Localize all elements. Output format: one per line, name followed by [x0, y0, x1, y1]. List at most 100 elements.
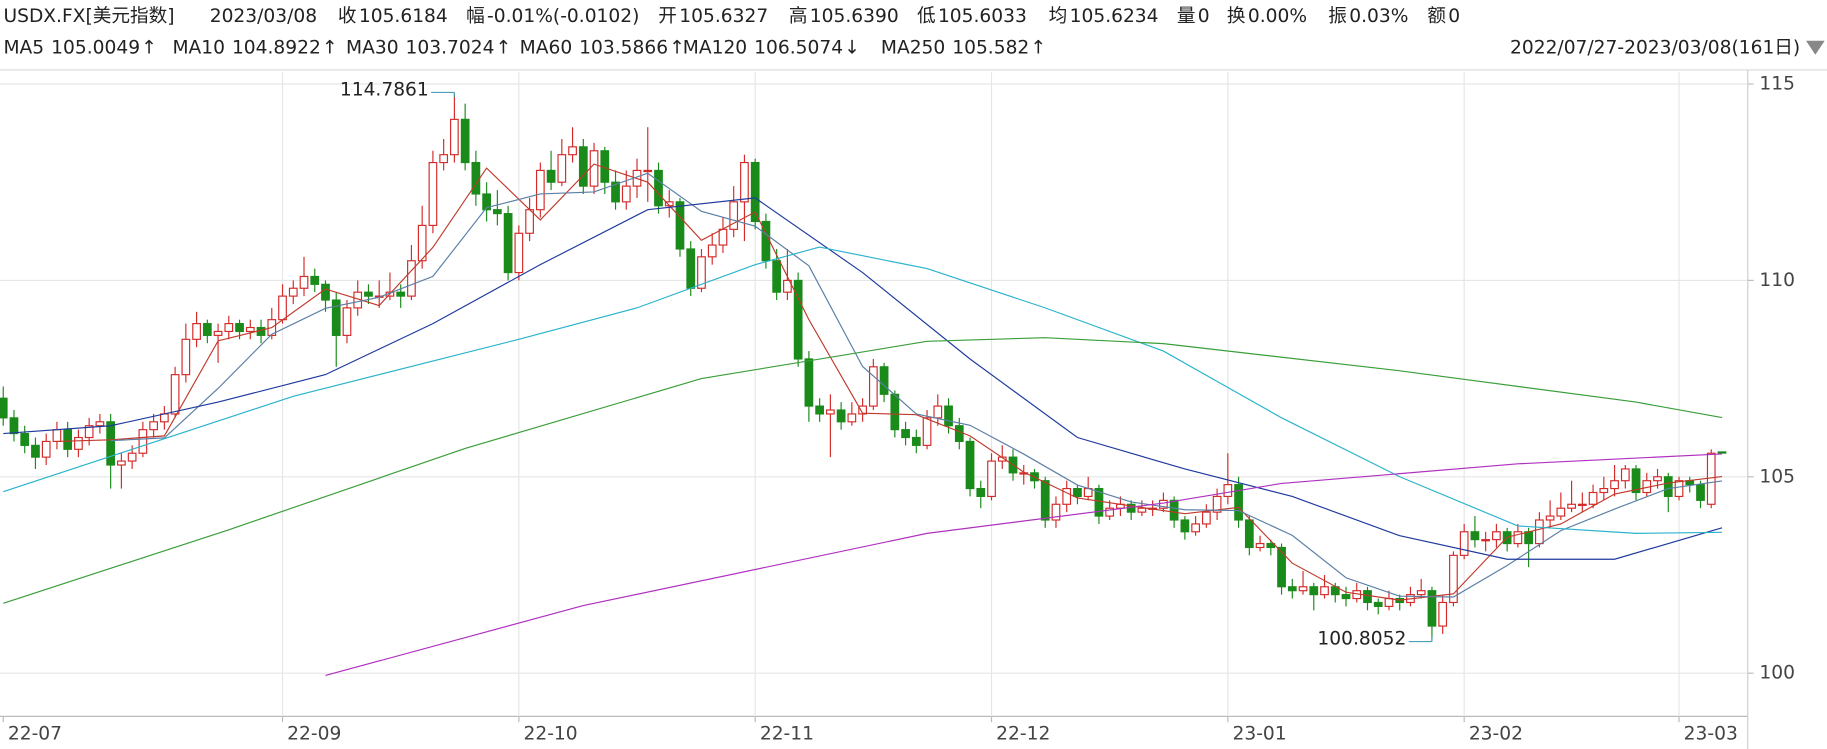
- candle-body: [181, 338, 191, 376]
- candle-body: [1513, 531, 1523, 545]
- candle-body: [858, 405, 867, 415]
- candle-body: [1051, 503, 1061, 521]
- candle-body: [396, 291, 406, 297]
- quote-value: 0.03%: [1349, 6, 1408, 27]
- candle-body: [1094, 487, 1104, 517]
- legend-name: MA10: [172, 37, 225, 58]
- quote-label: 高: [789, 6, 808, 27]
- candle-body: [1567, 503, 1576, 509]
- candle-body: [450, 118, 459, 156]
- candle-body: [428, 161, 438, 226]
- candle-body: [138, 429, 148, 454]
- candle-body: [976, 487, 986, 498]
- candle-body: [1449, 554, 1458, 604]
- candle-body: [299, 275, 309, 289]
- candle-body: [278, 295, 287, 321]
- candle-body: [1438, 601, 1448, 627]
- candle-body: [1298, 586, 1308, 592]
- candle-body: [868, 366, 878, 407]
- quote-label: 量: [1177, 6, 1196, 27]
- candle-body: [1105, 507, 1115, 517]
- candle-body: [826, 409, 835, 415]
- candle-body: [245, 326, 255, 333]
- candle-body: [836, 409, 846, 423]
- quote-label: 收: [338, 6, 357, 27]
- ma-line: [56, 163, 1723, 601]
- candle-body: [1717, 451, 1727, 454]
- candle-body: [439, 154, 449, 164]
- y-tick-label: 105: [1759, 466, 1795, 487]
- candle-body: [1373, 601, 1383, 607]
- candle-body: [1277, 546, 1286, 588]
- candle-body: [1159, 499, 1168, 509]
- candle-body: [331, 299, 341, 336]
- candle-body: [1212, 495, 1222, 513]
- candle-body: [460, 118, 470, 164]
- candle-body: [535, 169, 545, 211]
- candle-body: [288, 287, 298, 297]
- candle-body: [1244, 519, 1254, 549]
- candle-body: [1062, 487, 1072, 505]
- candle-body: [611, 181, 620, 203]
- candle-body: [1620, 468, 1630, 482]
- legend-value: 104.8922: [232, 37, 321, 58]
- legend-name: MA5: [3, 37, 44, 58]
- candle-body: [1073, 487, 1082, 498]
- legend-trend: ↑: [1030, 37, 1046, 58]
- candle-body: [1201, 511, 1211, 525]
- candle-body: [202, 323, 212, 336]
- candle-body: [621, 185, 631, 203]
- legend-name: MA120: [683, 37, 747, 58]
- candle-body: [1492, 531, 1501, 541]
- x-tick-label: 23-02: [1469, 723, 1523, 744]
- candle-body: [922, 417, 932, 446]
- y-tick-label: 100: [1759, 663, 1795, 684]
- candle-body: [697, 256, 706, 289]
- legend-trend: ↑: [669, 37, 685, 58]
- legend-trend: ↓: [844, 37, 860, 58]
- x-tick-label: 22-11: [760, 723, 814, 744]
- candle-body: [783, 279, 792, 293]
- candle-body: [192, 323, 201, 340]
- candle-body: [364, 291, 373, 297]
- quote-label: 换: [1227, 6, 1246, 27]
- quote-date: 2023/03/08: [210, 6, 317, 27]
- candle-body: [1524, 531, 1533, 545]
- quote-value: 105.6033: [938, 6, 1027, 27]
- range-dropdown[interactable]: [1806, 40, 1825, 55]
- x-tick-label: 22-10: [524, 723, 578, 744]
- candle-body: [1180, 519, 1190, 533]
- candle-body: [342, 307, 352, 336]
- candle-body: [117, 460, 126, 466]
- quote-value: 0: [1448, 6, 1460, 27]
- candle-body: [1653, 476, 1662, 482]
- candle-body: [407, 260, 416, 297]
- candle-body: [492, 209, 502, 215]
- quote-value: 0: [1198, 6, 1210, 27]
- quote-label: 额: [1427, 6, 1446, 27]
- candle-body: [0, 397, 8, 419]
- quote-label: 振: [1328, 6, 1347, 27]
- x-tick-label: 23-03: [1684, 723, 1738, 744]
- candle-body: [525, 209, 534, 234]
- candle-body: [1234, 484, 1243, 521]
- candle-body: [127, 452, 137, 462]
- candle-body: [224, 323, 234, 333]
- candle-body: [772, 260, 782, 293]
- candle-body: [9, 417, 19, 435]
- candle-body: [729, 201, 739, 230]
- candle-body: [1191, 523, 1200, 533]
- y-tick-label: 115: [1759, 74, 1795, 95]
- candle-body: [1696, 484, 1705, 501]
- candle-body: [149, 421, 158, 431]
- quote-value: 105.6234: [1070, 6, 1159, 27]
- candle-body: [235, 323, 244, 333]
- quote-value: 105.6390: [810, 6, 899, 27]
- candle-body: [589, 150, 599, 187]
- candle-body: [578, 146, 588, 187]
- symbol: USDX.FX[美元指数]: [3, 6, 174, 27]
- quote-label: 低: [917, 6, 936, 27]
- candle-body: [793, 279, 803, 360]
- legend-value: 103.7024: [406, 37, 495, 58]
